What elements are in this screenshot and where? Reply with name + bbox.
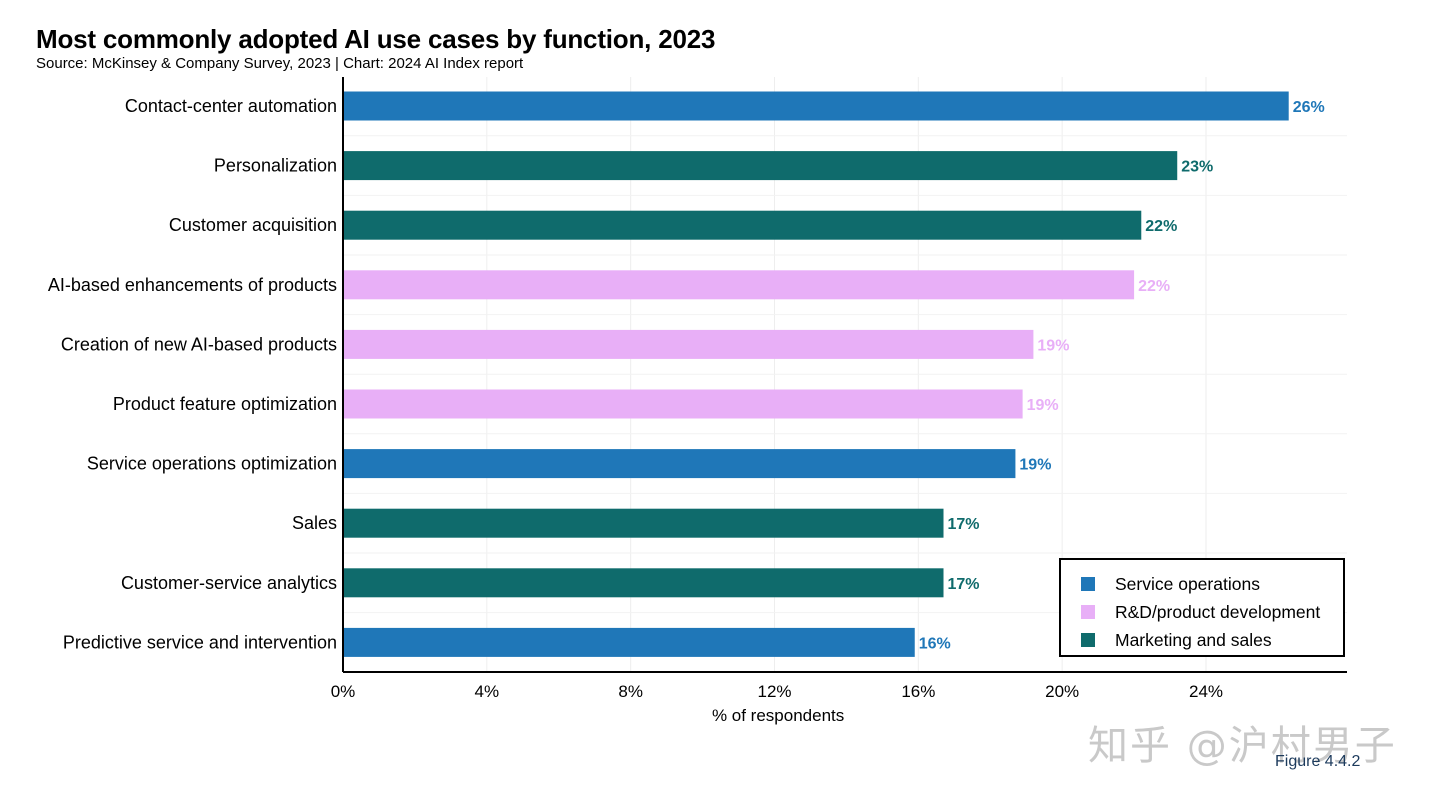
category-label: AI-based enhancements of products: [48, 275, 337, 295]
x-tick-label: 20%: [1045, 682, 1079, 701]
category-label: Personalization: [214, 156, 337, 176]
legend-swatch-service-operations: [1081, 577, 1095, 591]
legend-label: R&D/product development: [1115, 601, 1321, 622]
x-tick-label: 8%: [618, 682, 643, 701]
bar: [343, 389, 1023, 419]
category-label: Contact-center automation: [125, 96, 337, 116]
value-label: 22%: [1138, 278, 1170, 295]
x-tick-label: 12%: [757, 682, 791, 701]
value-label: 17%: [948, 576, 980, 593]
value-label: 17%: [948, 516, 980, 533]
chart-subtitle: Source: McKinsey & Company Survey, 2023 …: [36, 55, 524, 72]
value-label: 26%: [1293, 99, 1325, 116]
bar: [343, 568, 944, 598]
category-label: Service operations optimization: [87, 454, 337, 474]
legend-item-marketing-and-sales: Marketing and sales: [1061, 626, 1343, 654]
bar: [343, 91, 1289, 121]
x-tick-label: 0%: [331, 682, 356, 701]
bar: [343, 449, 1016, 479]
x-tick-label: 24%: [1189, 682, 1223, 701]
legend-item-rd-product-development: R&D/product development: [1061, 598, 1343, 626]
category-label: Predictive service and intervention: [63, 632, 337, 652]
value-label: 23%: [1181, 159, 1213, 176]
chart-title: Most commonly adopted AI use cases by fu…: [36, 24, 716, 54]
x-axis-title: % of respondents: [712, 706, 844, 725]
bar: [343, 210, 1142, 240]
x-tick-label: 16%: [901, 682, 935, 701]
legend-swatch-marketing-and-sales: [1081, 633, 1095, 647]
x-tick-label: 4%: [475, 682, 500, 701]
category-label: Customer acquisition: [169, 215, 337, 235]
legend-label: Marketing and sales: [1115, 629, 1272, 650]
figure-label: Figure 4.4.2: [1275, 753, 1361, 770]
value-label: 19%: [1027, 397, 1059, 414]
chart-legend: Service operations R&D/product developme…: [1059, 558, 1345, 657]
bar: [343, 270, 1135, 300]
legend-swatch-rd-product-development: [1081, 605, 1095, 619]
watermark: 知乎 @沪村男子: [1088, 723, 1397, 769]
category-label: Sales: [292, 513, 337, 533]
category-label: Product feature optimization: [113, 394, 337, 414]
bar: [343, 508, 944, 538]
category-label: Customer-service analytics: [121, 573, 337, 593]
bar: [343, 151, 1178, 181]
category-label: Creation of new AI-based products: [61, 334, 337, 354]
bar: [343, 627, 915, 657]
value-label: 19%: [1019, 457, 1051, 474]
value-label: 16%: [919, 635, 951, 652]
value-label: 22%: [1145, 218, 1177, 235]
value-label: 19%: [1037, 337, 1069, 354]
legend-item-service-operations: Service operations: [1061, 570, 1343, 598]
legend-label: Service operations: [1115, 573, 1260, 594]
bar: [343, 329, 1034, 359]
